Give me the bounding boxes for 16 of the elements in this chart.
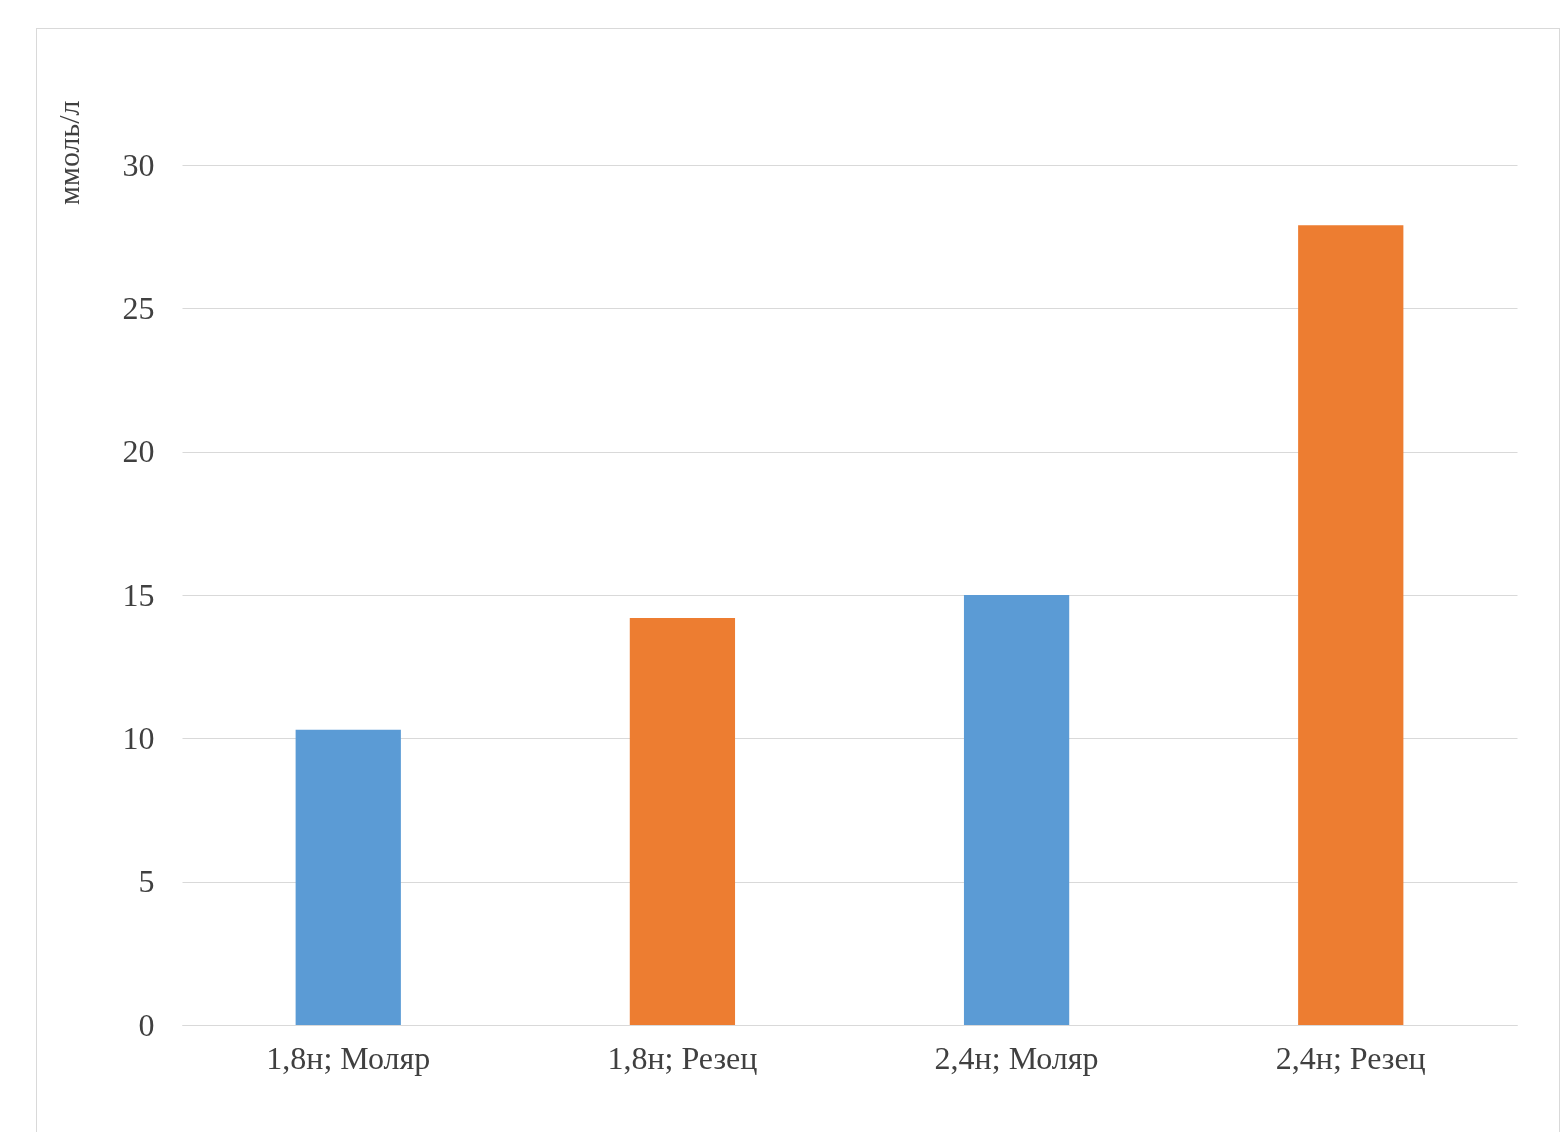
- bar: [1298, 225, 1404, 1025]
- x-tick-label: 1,8н; Моляр: [266, 1039, 431, 1076]
- y-tick-label: 20: [122, 433, 155, 470]
- bar: [963, 595, 1070, 1025]
- bar: [295, 729, 401, 1025]
- y-tick-label: 30: [122, 146, 155, 183]
- x-tick-label: 2,4н; Моляр: [934, 1039, 1099, 1076]
- y-tick-label: 0: [138, 1006, 155, 1043]
- x-tick-label: 1,8н; Резец: [607, 1039, 758, 1076]
- x-tick-label: 2,4н; Резец: [1275, 1039, 1426, 1076]
- y-axis-title: ммоль/л: [51, 100, 85, 206]
- y-tick-label: 25: [122, 289, 155, 326]
- y-tick-label: 15: [122, 576, 155, 613]
- y-tick-label: 10: [122, 719, 155, 756]
- y-tick-label: 5: [138, 863, 155, 900]
- bar: [629, 617, 736, 1025]
